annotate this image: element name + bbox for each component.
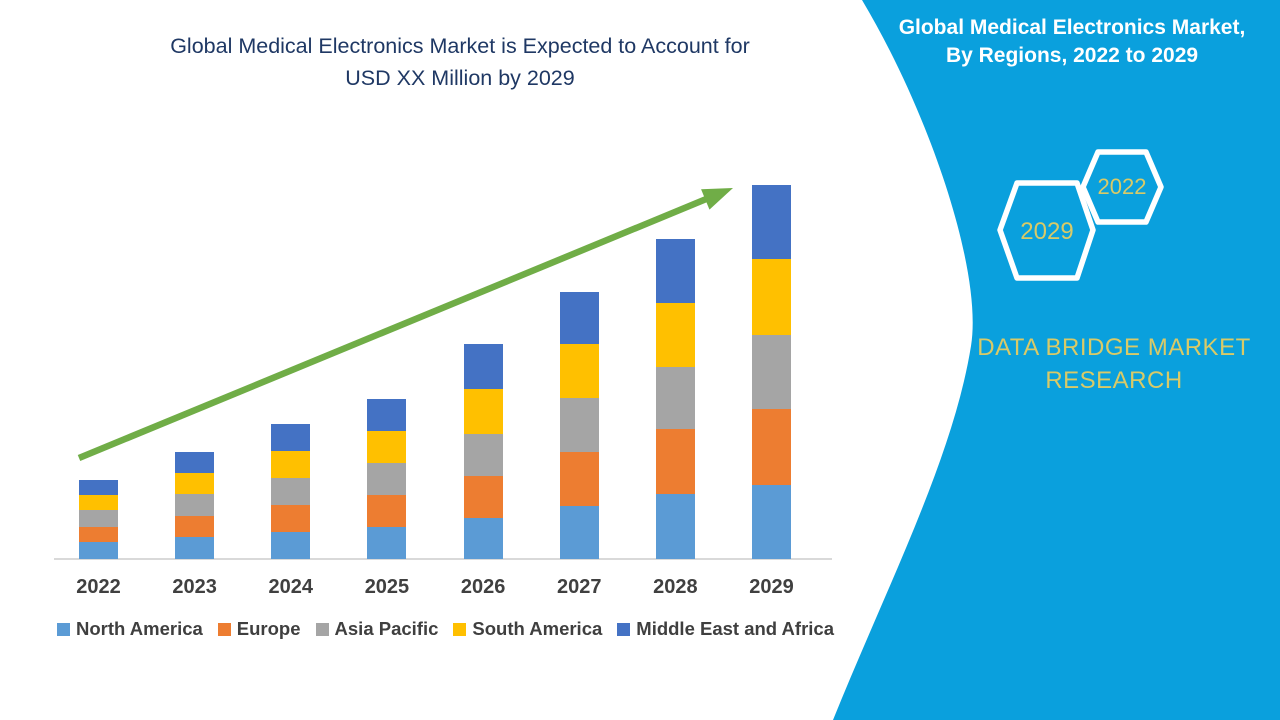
x-axis-line [54,558,832,560]
bar-segment-2029-middle-east-and-africa [752,185,792,259]
legend-swatch-icon [617,622,631,636]
bar-segment-2026-asia-pacific [463,434,503,476]
legend-swatch-icon [57,622,70,636]
bar-segment-2029-asia-pacific [752,335,792,409]
bar-segment-2026-south-america [463,389,503,434]
brand-wordmark: DATA BRIDGE MARKET RESEARCH [954,331,1274,397]
bar-segment-2028-middle-east-and-africa [655,239,695,303]
bar-segment-2026-europe [463,476,503,518]
brand-line2: RESEARCH [1045,367,1183,394]
bar-segment-2022-middle-east-and-africa [79,480,118,495]
bar-segment-2028-asia-pacific [655,367,695,429]
hexagon-2022-outline-icon [1080,149,1164,225]
hexagon-2022-label: 2022 [1097,174,1147,199]
bar-segment-2025-south-america [367,431,407,463]
bar-segment-2027-asia-pacific [559,398,599,452]
legend-item-europe: Europe [217,618,301,640]
bar-segment-2022-north-america [79,542,118,559]
side-panel-title-line2: By Regions, 2022 to 2029 [945,44,1199,67]
bar-segment-2027-middle-east-and-africa [559,292,599,344]
x-axis-label-2025: 2025 [364,576,410,598]
bar-segment-2023-asia-pacific [175,494,215,516]
bar-segment-2024-europe [271,505,311,532]
bar-segment-2029-north-america [752,485,792,559]
legend-label: North America [76,618,203,639]
bar-segment-2026-north-america [463,518,503,559]
legend-item-north-america: North America [57,618,203,640]
bar-segment-2025-asia-pacific [367,463,407,495]
legend: North America Europe Asia Pacific South Ame… [57,618,847,640]
legend-item-south-america: South America [453,618,602,640]
x-axis-label-2024: 2024 [268,576,314,598]
bar-segment-2027-north-america [559,506,599,559]
bar-segment-2029-south-america [752,259,792,335]
chart-title-line1: Global Medical Electronics Market is Exp… [170,34,750,58]
bar-segment-2023-north-america [175,537,215,559]
bar-segment-2025-north-america [367,527,407,559]
hexagon-2029-label: 2029 [1020,218,1074,245]
bar-segment-2024-asia-pacific [271,478,311,505]
bar-segment-2027-europe [559,452,599,506]
bar-segment-2028-north-america [655,494,695,559]
bar-segment-2023-south-america [175,473,215,494]
bar-segment-2024-north-america [271,532,311,559]
x-axis-label-2026: 2026 [460,576,506,598]
bar-segment-2022-asia-pacific [79,510,118,527]
bar-segment-2022-south-america [79,495,118,510]
legend-label: Middle East and Africa [636,618,834,639]
side-panel-title: Global Medical Electronics Market, By Re… [870,14,1274,70]
trend-arrow-line [77,194,711,462]
legend-label: Asia Pacific [334,618,439,639]
legend-label: South America [472,618,603,639]
legend-item-asia-pacific: Asia Pacific [315,618,439,640]
bar-segment-2024-middle-east-and-africa [271,424,311,451]
side-panel-title-line1: Global Medical Electronics Market, [898,16,1246,39]
legend-swatch-icon [217,622,231,636]
x-axis-label-2027: 2027 [557,576,602,598]
x-axis-label-2029: 2029 [749,576,794,598]
chart-title-line2: USD XX Million by 2029 [345,66,575,90]
chart-title: Global Medical Electronics Market is Exp… [60,30,860,94]
bar-segment-2025-middle-east-and-africa [367,399,407,431]
bar-segment-2022-europe [79,527,118,542]
legend-swatch-icon [315,622,329,636]
bar-segment-2024-south-america [271,451,311,478]
bar-segment-2028-south-america [655,303,695,367]
bar-segment-2027-south-america [559,344,599,398]
hexagon-2029-outline-icon [997,180,1096,281]
bar-segment-2025-europe [367,495,407,527]
trend-arrow-head-icon [701,188,733,210]
bar-segment-2026-middle-east-and-africa [463,344,503,389]
legend-label: Europe [236,618,301,639]
x-axis-label-2022: 2022 [76,576,121,598]
x-axis-label-2028: 2028 [653,576,698,598]
bar-segment-2028-europe [655,429,695,494]
brand-line1: DATA BRIDGE MARKET [977,334,1251,361]
side-panel-shape [833,0,1280,720]
bar-segment-2023-europe [175,516,215,537]
legend-item-middle-east-and-africa: Middle East and Africa [617,618,834,640]
bar-segment-2029-europe [752,409,792,485]
x-axis-label-2023: 2023 [172,576,217,598]
bar-segment-2023-middle-east-and-africa [175,452,215,473]
legend-swatch-icon [453,622,467,636]
